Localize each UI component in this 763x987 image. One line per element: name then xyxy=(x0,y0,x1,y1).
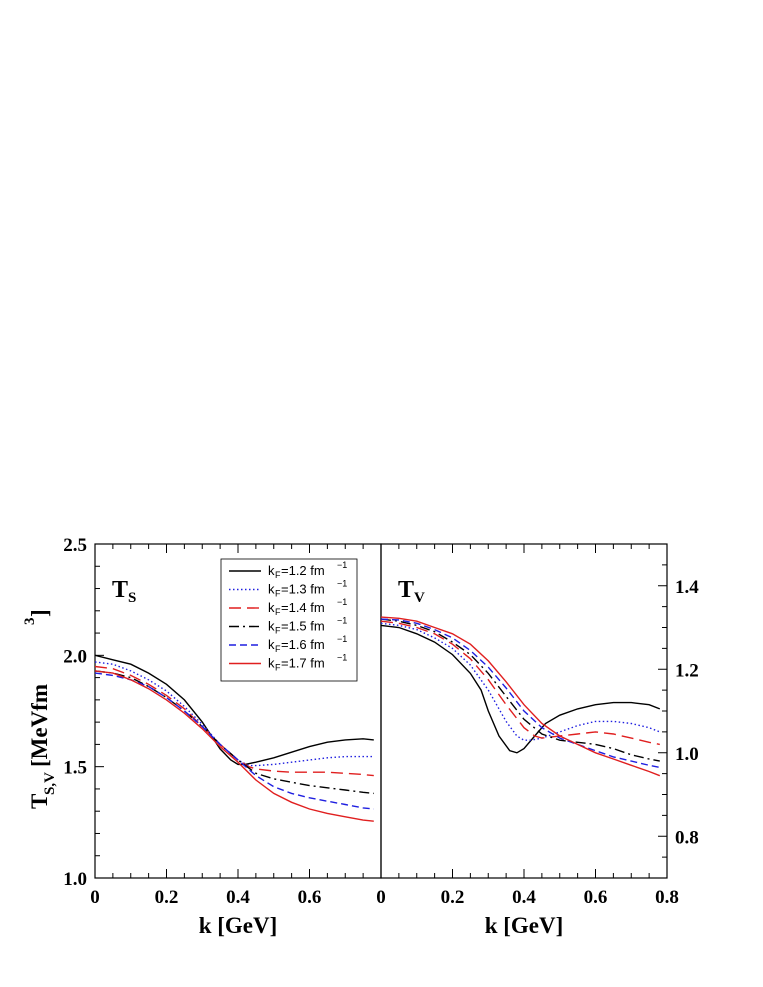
legend-label-rest: =1.7 fm xyxy=(281,656,325,671)
legend-label-rest: =1.4 fm xyxy=(281,600,325,615)
legend-label-sub: F xyxy=(275,626,281,636)
legend-label-sub: F xyxy=(275,663,281,673)
series-line-2 xyxy=(381,622,661,741)
y-tick-label: 1.0 xyxy=(63,869,87,890)
legend-label-sup: −1 xyxy=(337,560,347,570)
x-tick-label: 0.4 xyxy=(512,887,536,908)
series-line-4 xyxy=(95,670,374,795)
series-line-5 xyxy=(95,672,374,810)
legend-label-sup: −1 xyxy=(337,579,347,589)
legend-label-sub: F xyxy=(275,570,281,580)
y-axis-title: T xyxy=(27,794,52,809)
panel-label: T xyxy=(398,577,414,603)
y-tick-label: 1.0 xyxy=(675,744,699,765)
x-tick-label: 0.2 xyxy=(155,887,179,908)
x-tick-label: 0.4 xyxy=(226,887,250,908)
left-panel: 0 0.2 0.4 0.6 1.0 1.5 2.0 2.5 k [GeV] T S xyxy=(63,535,382,938)
x-tick-label: 0.6 xyxy=(298,887,322,908)
right-panel: 0 0.2 0.4 0.6 0.8 0.8 1.0 1.2 1.4 k [GeV] T V xyxy=(376,543,699,938)
legend-label-rest: =1.6 fm xyxy=(281,637,325,652)
legend-label-rest: =1.2 fm xyxy=(281,563,325,578)
series-line-4 xyxy=(381,618,660,762)
x-axis-title: k [GeV] xyxy=(485,913,564,938)
x-axis-title: k [GeV] xyxy=(199,913,278,938)
x-tick-label: 0 xyxy=(376,887,386,908)
series-line-6 xyxy=(95,670,374,822)
series-line-3 xyxy=(381,620,660,746)
legend-label-main: k xyxy=(268,582,275,597)
x-tick-label: 0.2 xyxy=(441,887,465,908)
legend-label-main: k xyxy=(268,656,275,671)
x-tick-label: 0.8 xyxy=(655,887,679,908)
legend-label-sub: F xyxy=(275,589,281,599)
legend-label-main: k xyxy=(268,637,275,652)
y-axis-title-sub: S,V xyxy=(42,772,58,795)
axis-labels: TS,V [MeVfm 3] xyxy=(22,609,58,809)
series-line-1 xyxy=(95,654,374,766)
y-tick-label: 1.5 xyxy=(63,758,87,779)
y-tick-label: 2.0 xyxy=(63,646,87,667)
series-line-6 xyxy=(381,616,661,777)
legend-label-sup: −1 xyxy=(337,634,347,644)
y-axis-title-close: ] xyxy=(27,609,52,617)
series-line-3 xyxy=(95,665,374,777)
legend-label-sup: −1 xyxy=(337,616,347,626)
legend: k F =1.2 fm −1k F =1.3 fm −1k F =1.4 fm −1k F =1.5 … xyxy=(220,558,358,682)
y-axis-title-sup: 3 xyxy=(22,618,38,626)
legend-label-sup: −1 xyxy=(337,597,347,607)
panel-label-sub: S xyxy=(128,590,136,606)
x-tick-label: 0 xyxy=(90,887,100,908)
legend-label-main: k xyxy=(268,600,275,615)
y-tick-label: 2.5 xyxy=(63,535,87,556)
legend-label-sub: F xyxy=(275,644,281,654)
y-tick-label: 1.4 xyxy=(675,577,699,598)
legend-label-main: k xyxy=(268,619,275,634)
x-tick-label: 0.6 xyxy=(584,887,608,908)
panel-label: T xyxy=(112,577,128,603)
legend-box xyxy=(220,558,358,682)
panel-label-sub: V xyxy=(414,590,425,606)
series-line-1 xyxy=(381,624,661,754)
y-axis-title-unit: [MeVfm xyxy=(27,684,52,767)
legend-label-rest: =1.3 fm xyxy=(281,582,325,597)
series-line-5 xyxy=(381,618,660,769)
y-tick-label: 1.2 xyxy=(675,660,699,681)
y-tick-label: 0.8 xyxy=(675,827,699,848)
legend-label-main: k xyxy=(268,563,275,578)
legend-label-sub: F xyxy=(275,607,281,617)
legend-label-sup: −1 xyxy=(337,653,347,663)
legend-label-rest: =1.5 fm xyxy=(281,619,325,634)
